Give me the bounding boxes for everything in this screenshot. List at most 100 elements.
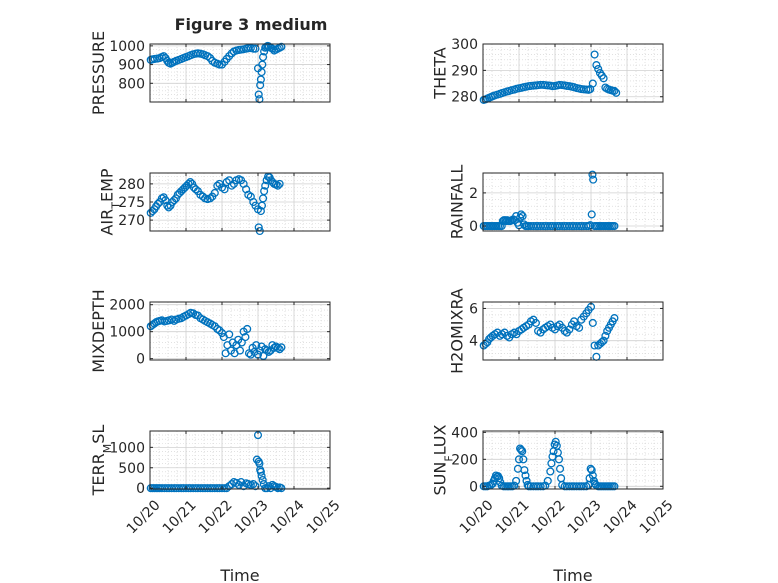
data-point [610,482,619,491]
data-point [210,188,219,197]
y-tick-label: 0 [136,352,145,368]
data-point [521,471,530,480]
y-tick-label: 280 [451,90,478,106]
x-tick-label: 10/23 [232,497,272,537]
data-point [225,330,234,339]
axes-box [149,430,331,490]
data-point [518,447,527,456]
y-axis-label: AIRTEMP [98,168,123,235]
data-point [186,178,195,187]
data-point [249,480,258,489]
data-point [495,474,504,483]
y-tick-label: 800 [118,76,145,92]
data-point [531,318,540,327]
y-tick-label: 2 [469,186,478,202]
data-point [610,314,619,323]
data-point [227,181,236,190]
axes-box [482,301,664,361]
data-series [146,172,284,236]
data-point [235,346,245,355]
data-point [277,42,286,51]
data-point [612,88,621,97]
y-tick-label: 290 [451,63,478,79]
data-series [479,50,621,104]
data-point [610,221,619,231]
axes-box [482,172,664,232]
y-axis-label: RAINFALL [448,165,467,240]
data-series [146,41,286,104]
plot-area [483,431,663,489]
data-point [277,484,286,493]
data-point [256,207,265,216]
y-tick-label: 1000 [109,39,145,55]
data-point [588,79,597,88]
data-point [184,179,193,188]
y-axis-label: SUNFLUX [431,424,456,495]
data-point [257,471,266,480]
data-point [258,53,268,62]
y-tick-label: 400 [451,425,478,441]
data-point [252,455,261,464]
data-point [512,476,521,485]
data-point [519,455,528,464]
data-point [579,482,588,491]
y-tick-label: 6 [469,301,478,317]
y-tick-label: 300 [451,37,478,53]
data-series [479,302,619,361]
data-point [520,466,529,475]
data-point [588,318,597,327]
data-point [587,466,596,475]
data-point [275,179,284,188]
y-tick-label: 1000 [109,325,145,341]
data-point [241,333,250,342]
data-point [514,455,524,464]
axes-box [149,301,331,361]
data-point [518,212,527,221]
y-tick-label: 500 [118,461,145,477]
data-point [261,181,270,190]
data-point [592,61,601,70]
data-point [517,210,526,219]
data-point [588,170,597,179]
data-point [599,74,608,83]
data-point [220,185,229,194]
x-axis-label: Time [219,566,259,583]
x-axis-label: Time [552,566,592,583]
data-point [599,336,608,345]
data-point [164,203,173,212]
data-point [251,482,260,491]
x-tick-label: 10/22 [529,497,569,537]
data-point [510,328,519,337]
data-point [536,482,545,491]
axes-box [482,43,664,103]
axes-box [149,43,331,103]
x-tick-label: 10/21 [493,497,533,537]
data-point [222,484,231,493]
data-point [517,445,526,454]
data-point [244,349,254,358]
data-point [575,323,584,332]
x-tick-label: 10/24 [601,497,641,537]
data-point [153,199,162,208]
y-axis-label: THETA [431,47,450,99]
data-point [543,476,552,485]
data-point [254,90,263,99]
y-tick-label: 4 [469,334,478,350]
y-axis-label: TERRMSL [89,425,114,497]
data-series [479,170,619,231]
figure-title: Figure 3 medium [175,15,328,34]
data-point [553,322,562,331]
data-point [264,347,273,356]
y-tick-label: 0 [136,481,145,497]
data-point [273,181,282,190]
data-point [170,196,179,205]
y-tick-label: 0 [469,219,478,235]
data-point [546,467,555,476]
y-tick-label: 900 [118,58,145,74]
